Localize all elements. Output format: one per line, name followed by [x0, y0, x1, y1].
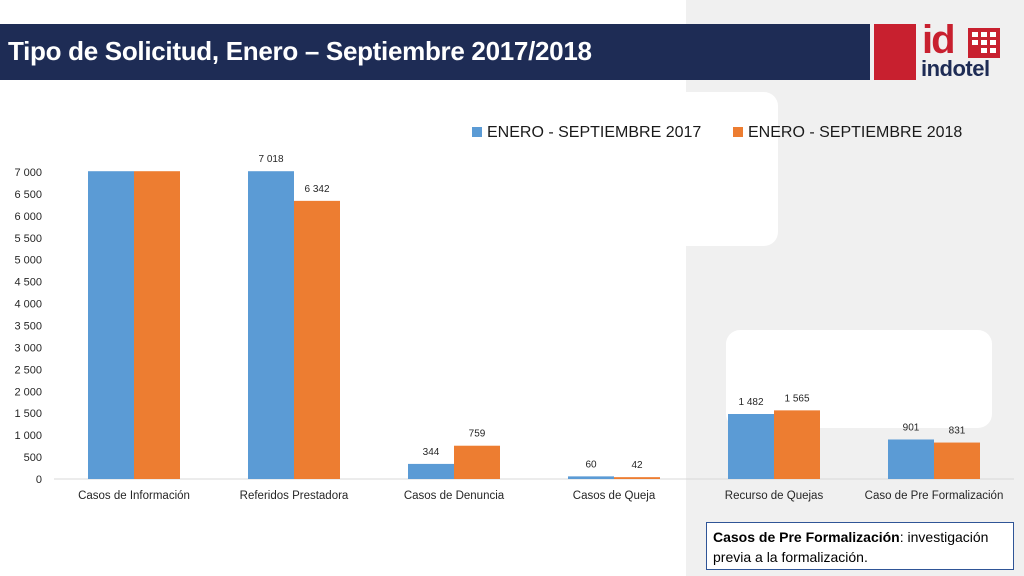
y-tick-label: 1 500 [14, 408, 42, 420]
y-tick-label: 7 000 [14, 167, 42, 179]
y-tick-label: 2 500 [14, 364, 42, 376]
y-tick-label: 0 [36, 474, 42, 486]
legend-swatch [733, 127, 743, 137]
y-tick-label: 3 500 [14, 321, 42, 333]
bar-2017 [248, 171, 294, 479]
x-tick-label: Casos de Información [78, 490, 190, 502]
data-label: 759 [469, 429, 486, 440]
data-label: 901 [903, 422, 920, 433]
y-tick-label: 4 500 [14, 277, 42, 289]
data-label: 1 565 [784, 393, 809, 404]
bar-2018 [934, 442, 980, 479]
x-tick-label: Recurso de Quejas [725, 490, 824, 502]
bar-2017 [568, 476, 614, 479]
bar-2017 [408, 463, 454, 479]
data-label: 831 [949, 426, 966, 437]
bar-2018 [454, 445, 500, 479]
y-tick-label: 3 000 [14, 342, 42, 354]
legend-label: ENERO - SEPTIEMBRE 2018 [748, 124, 962, 141]
data-label: 42 [631, 460, 643, 471]
y-tick-label: 500 [24, 452, 42, 464]
bar-2017 [888, 439, 934, 479]
title-bar [0, 24, 870, 80]
y-tick-label: 5 000 [14, 255, 42, 267]
x-tick-label: Referidos Prestadora [240, 490, 349, 502]
background-card [726, 330, 992, 428]
bar-2018 [614, 477, 660, 479]
data-label: 60 [585, 459, 597, 470]
logo-grid-icon [968, 28, 1000, 58]
x-tick-label: Casos de Denuncia [404, 490, 505, 502]
logo-name-text: indotel [921, 56, 990, 81]
x-tick-label: Caso de Pre Formalización [865, 490, 1004, 502]
y-tick-label: 6 000 [14, 211, 42, 223]
data-label: 1 482 [738, 397, 763, 408]
y-tick-label: 5 500 [14, 233, 42, 245]
legend-swatch [472, 127, 482, 137]
y-tick-label: 1 000 [14, 430, 42, 442]
footnote-term: Casos de Pre Formalización [713, 529, 900, 545]
legend-label: ENERO - SEPTIEMBRE 2017 [487, 124, 701, 141]
y-tick-label: 4 000 [14, 299, 42, 311]
bar-2018 [134, 171, 180, 479]
y-tick-label: 2 000 [14, 386, 42, 398]
data-label: 6 342 [304, 184, 329, 195]
bar-2018 [774, 410, 820, 479]
background-card [672, 92, 778, 246]
logo-red-block [874, 24, 916, 80]
data-label: 7 018 [258, 154, 283, 165]
bar-2017 [88, 171, 134, 479]
bar-2018 [294, 200, 340, 479]
data-label: 344 [423, 447, 440, 458]
x-tick-label: Casos de Queja [573, 490, 656, 502]
footnote-text: : investigación previa a la formalizació… [713, 529, 989, 565]
bar-2017 [728, 414, 774, 479]
logo-id-text: id [922, 18, 956, 62]
y-tick-label: 6 500 [14, 189, 42, 201]
page-title: Tipo de Solicitud, Enero – Septiembre 20… [8, 36, 592, 66]
footnote-box: Casos de Pre Formalización: investigació… [706, 522, 1014, 570]
